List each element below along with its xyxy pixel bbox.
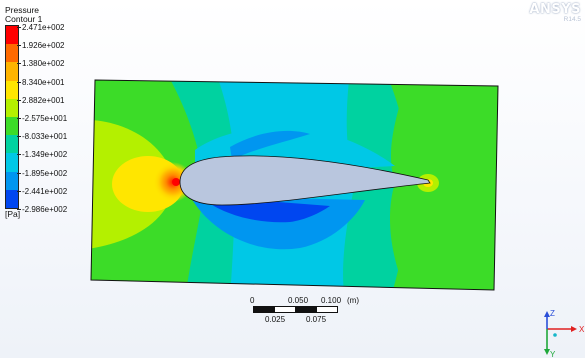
x-axis-label: X bbox=[579, 325, 585, 334]
airfoil[interactable] bbox=[179, 155, 431, 206]
brand-name: ANSYS bbox=[529, 2, 581, 17]
legend-label: -1.349e+002 bbox=[16, 150, 68, 160]
legend-swatch bbox=[6, 44, 18, 63]
z-axis-arrow-icon bbox=[544, 311, 550, 317]
legend-label: -8.033e+001 bbox=[16, 132, 68, 142]
legend-swatch bbox=[6, 116, 18, 136]
scale-label-0100: 0.100 bbox=[321, 296, 342, 305]
scale-bar: 0 0.050 0.100 (m) 0.025 0.075 bbox=[239, 296, 359, 336]
legend-label: -1.895e+002 bbox=[16, 168, 68, 178]
x-axis-arrow-icon bbox=[571, 326, 577, 332]
y-axis-arrow-icon bbox=[544, 349, 550, 355]
ansys-logo: ANSYS R14.5 bbox=[529, 2, 581, 23]
scale-unit: (m) bbox=[347, 296, 359, 305]
legend-swatch bbox=[6, 26, 18, 45]
legend-label: 2.882e+001 bbox=[17, 95, 65, 105]
scale-label-0050: 0.050 bbox=[288, 296, 309, 305]
scale-label-0025: 0.025 bbox=[265, 315, 286, 324]
legend-swatch bbox=[6, 135, 18, 154]
scale-label-0075: 0.075 bbox=[306, 315, 327, 324]
legend-swatch bbox=[6, 153, 18, 172]
legend-label: 2.471e+002 bbox=[17, 23, 65, 32]
stagnation-point bbox=[172, 178, 180, 186]
domain-boundary bbox=[90, 79, 499, 291]
axis-triad[interactable]: X Y Z bbox=[535, 305, 585, 358]
scale-segment-4 bbox=[316, 306, 338, 313]
legend-label: 1.380e+002 bbox=[17, 59, 65, 69]
brand-release: R14.5 bbox=[563, 16, 581, 23]
legend-swatch bbox=[6, 80, 18, 99]
legend-label: 1.926e+002 bbox=[17, 41, 65, 51]
legend-swatch bbox=[6, 62, 18, 81]
y-axis-label: Y bbox=[550, 350, 556, 358]
legend-title: Pressure bbox=[5, 5, 40, 15]
triad-origin-marker bbox=[553, 333, 557, 337]
scale-segment-1 bbox=[253, 306, 275, 313]
legend-label: 8.340e+001 bbox=[17, 77, 65, 87]
legend-swatch bbox=[6, 189, 18, 208]
contour-legend[interactable]: Pressure Contour 1 bbox=[5, 6, 125, 24]
scale-label-0: 0 bbox=[250, 296, 255, 305]
legend-swatch bbox=[6, 171, 18, 190]
scale-segment-3 bbox=[295, 306, 317, 313]
legend-label: -2.575e+001 bbox=[16, 114, 68, 123]
legend-color-bar bbox=[5, 25, 19, 209]
legend-label: -2.986e+002 bbox=[16, 205, 68, 214]
legend-subtitle: Contour 1 bbox=[5, 14, 43, 24]
legend-swatch bbox=[6, 98, 18, 117]
legend-unit: [Pa] bbox=[5, 209, 21, 219]
z-axis-label: Z bbox=[550, 309, 555, 318]
legend-label: -2.441e+002 bbox=[16, 186, 68, 196]
upper-suction-blue bbox=[230, 130, 310, 160]
downstream-band bbox=[385, 80, 498, 290]
scale-segment-2 bbox=[274, 306, 296, 313]
